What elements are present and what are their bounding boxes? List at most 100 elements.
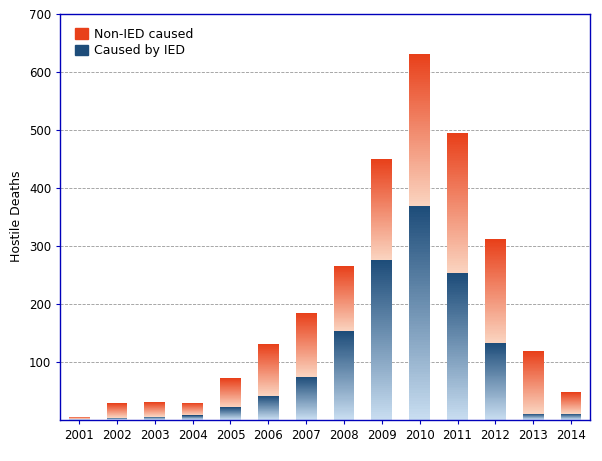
Bar [485,243,506,244]
Bar [409,164,430,166]
Bar [447,181,468,182]
Bar [334,326,355,327]
Bar [409,257,430,260]
Bar [485,309,506,311]
Bar [296,338,317,339]
Bar [409,180,430,182]
Bar [447,328,468,330]
Bar [371,328,393,330]
Bar [334,390,355,391]
Bar [485,354,506,355]
Bar [409,289,430,291]
Bar [258,390,279,391]
Bar [334,289,355,290]
Bar [334,271,355,272]
Bar [447,254,468,256]
Bar [371,390,393,392]
Bar [485,344,506,345]
Bar [371,346,393,348]
Bar [296,321,317,322]
Bar [485,391,506,392]
Bar [447,244,468,245]
Bar [447,401,468,403]
Bar [334,336,355,337]
Bar [485,414,506,415]
Bar [258,344,279,345]
Bar [485,407,506,408]
Bar [296,318,317,319]
Bar [485,300,506,301]
Bar [334,282,355,283]
Bar [296,407,317,408]
Bar [485,308,506,309]
Bar [371,280,393,282]
Bar [409,403,430,406]
Bar [485,239,506,241]
Bar [334,286,355,287]
Bar [485,409,506,410]
Bar [296,358,317,359]
Bar [296,415,317,416]
Bar [447,245,468,247]
Bar [334,345,355,346]
Bar [447,277,468,279]
Bar [296,381,317,382]
Bar [296,322,317,323]
Bar [447,238,468,240]
Bar [334,295,355,296]
Bar [485,335,506,337]
Bar [296,367,317,368]
Bar [485,292,506,294]
Bar [334,400,355,401]
Bar [447,281,468,283]
Bar [409,396,430,398]
Bar [258,366,279,367]
Bar [296,343,317,344]
Bar [523,377,544,378]
Bar [409,56,430,58]
Bar [296,394,317,395]
Bar [447,263,468,265]
Bar [334,388,355,389]
Bar [485,325,506,326]
Bar [296,329,317,330]
Bar [409,100,430,101]
Bar [334,411,355,412]
Bar [258,381,279,382]
Bar [485,343,506,344]
Bar [371,259,393,260]
Bar [334,346,355,347]
Bar [485,380,506,381]
Bar [296,357,317,358]
Bar [523,352,544,353]
Bar [371,302,393,304]
Bar [371,360,393,362]
Bar [447,408,468,410]
Bar [371,227,393,229]
Bar [334,284,355,285]
Bar [409,151,430,153]
Bar [447,266,468,268]
Bar [296,389,317,390]
Bar [409,393,430,396]
Bar [296,342,317,343]
Bar [447,334,468,336]
Bar [523,381,544,382]
Bar [485,417,506,418]
Bar [371,217,393,219]
Bar [334,324,355,325]
Bar [296,405,317,406]
Bar [447,374,468,376]
Bar [371,392,393,394]
Bar [485,296,506,298]
Bar [371,178,393,179]
Bar [409,134,430,136]
Bar [485,345,506,346]
Bar [296,352,317,353]
Bar [485,381,506,382]
Bar [334,372,355,373]
Bar [485,252,506,254]
Bar [334,322,355,323]
Bar [371,356,393,358]
Bar [334,269,355,270]
